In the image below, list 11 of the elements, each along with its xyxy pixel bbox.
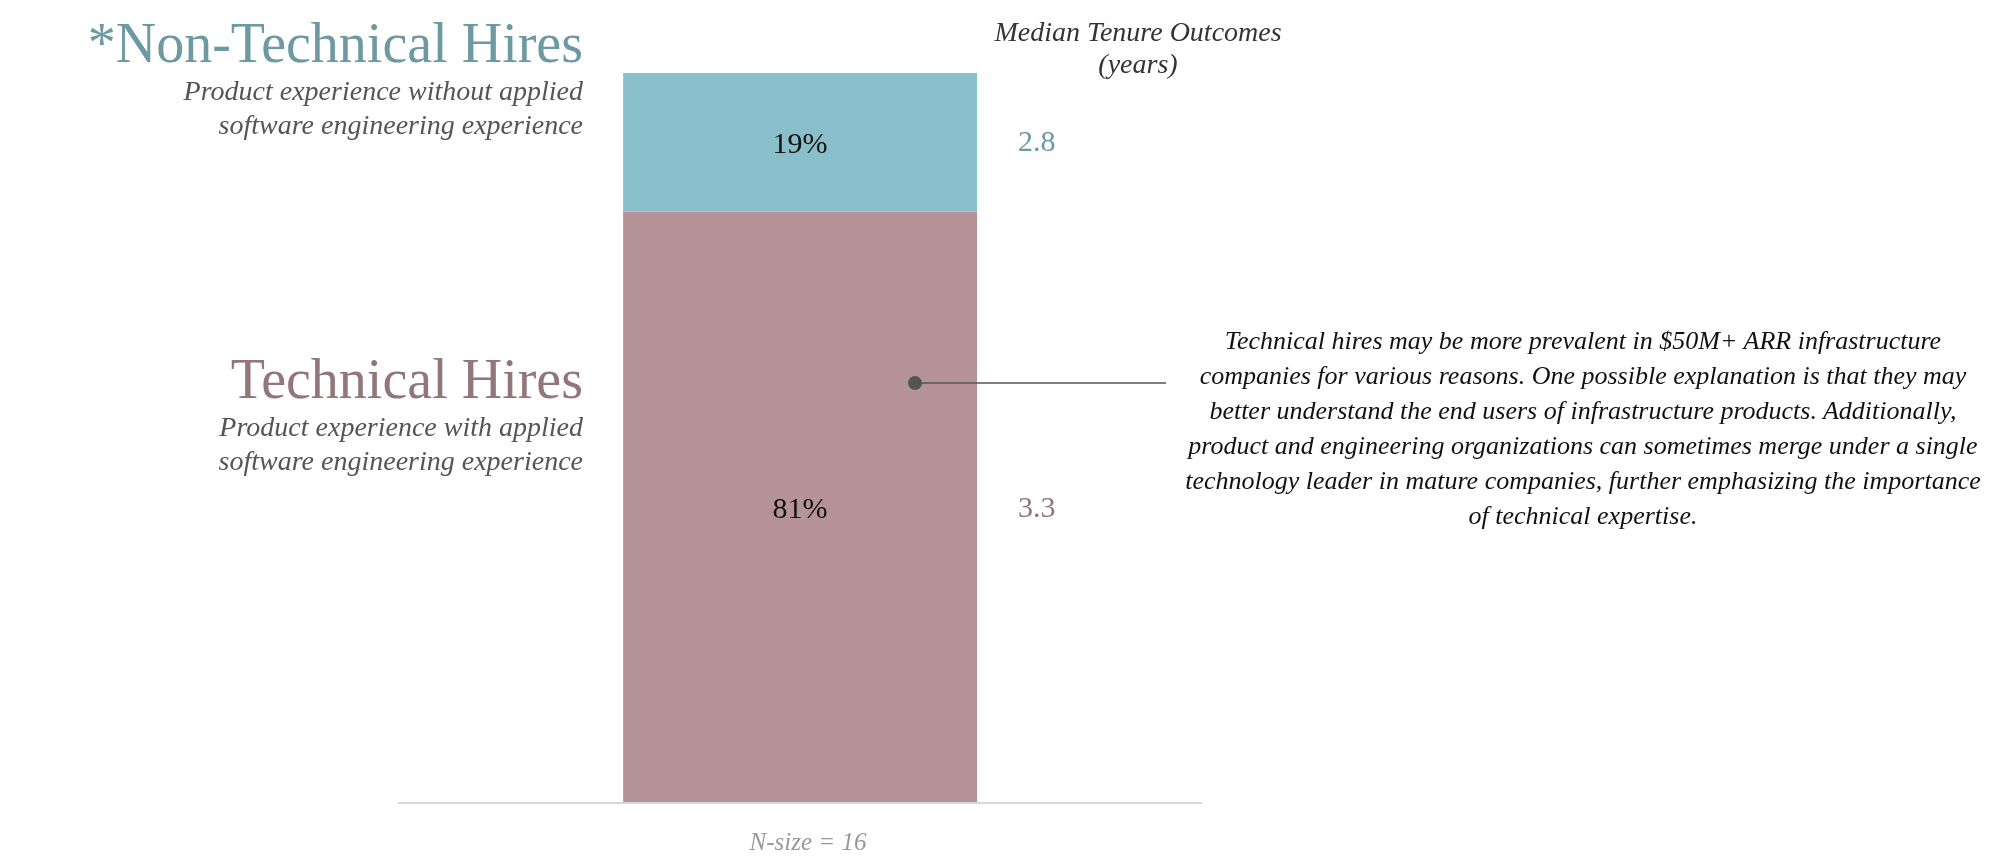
text: Product experience without applied software engineering experience (182, 74, 583, 143)
text: N-size = 16 (748, 828, 868, 856)
text: Product experience with applied software engineering experience (217, 409, 583, 478)
series-label: Technical Hires (229, 347, 583, 410)
text: 3.3 (1018, 489, 1056, 524)
series-label: *Non-Technical Hires (86, 12, 583, 75)
text: Median Tenure Outcomes (years) (993, 16, 1283, 80)
text: Technical hires may be more prevalent in $50M+ ARR infrastructure companies for various reasons. One possible explanation is that they may better understand the end users of infrastructure products. Additionally, product and engineering organizations can sometimes merge under a single technology leader in mature companies, further emphasizing the importance of technical expertise. (1184, 325, 1982, 532)
data-label: 19% (772, 126, 828, 159)
text: 2.8 (1018, 124, 1056, 159)
data-label: 81% (772, 491, 828, 524)
